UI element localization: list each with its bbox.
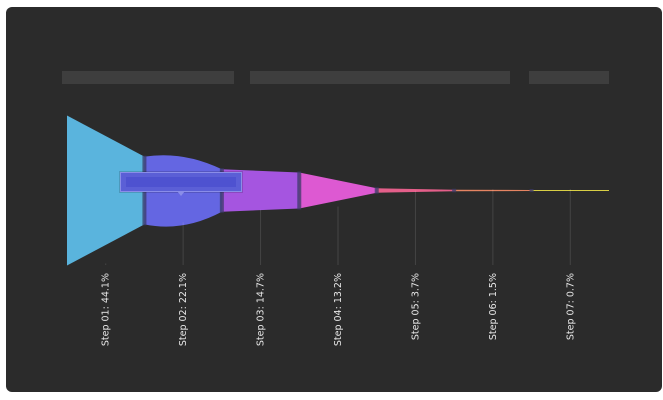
segment-separator-4: [374, 187, 379, 194]
tick-label-7: Step 07: 0.7%: [565, 273, 576, 340]
tick-label-5: Step 05: 3.7%: [410, 273, 421, 340]
funnel-segment-4[interactable]: [299, 172, 377, 209]
tooltip-arrow: [177, 191, 185, 196]
hover-tooltip: [120, 172, 242, 196]
legend-placeholder-1: [62, 71, 234, 84]
funnel-chart: Step 01: 44.1% Step 02: 22.1% Step 03: 14.…: [67, 115, 609, 346]
funnel-segment-6[interactable]: [454, 189, 532, 192]
segment-separator-3: [297, 171, 302, 210]
tick-label-1: Step 01: 44.1%: [101, 273, 112, 346]
funnel-segment-7[interactable]: [531, 190, 609, 191]
segment-separator-6: [529, 189, 534, 192]
funnel-segment-5[interactable]: [376, 188, 455, 193]
legend-placeholder-2: [250, 71, 510, 84]
tooltip-content: [126, 177, 236, 187]
legend-placeholder-3: [529, 71, 609, 84]
tick-label-4: Step 04: 13.2%: [333, 273, 344, 346]
tick-label-2: Step 02: 22.1%: [178, 273, 189, 346]
tick-label-3: Step 03: 14.7%: [256, 273, 267, 346]
funnel-segment-1[interactable]: [67, 115, 145, 266]
tick-label-6: Step 06: 1.5%: [488, 273, 499, 340]
segment-separator-5: [452, 188, 457, 193]
chart-panel: Step 01: 44.1% Step 02: 22.1% Step 03: 14.…: [6, 7, 662, 392]
